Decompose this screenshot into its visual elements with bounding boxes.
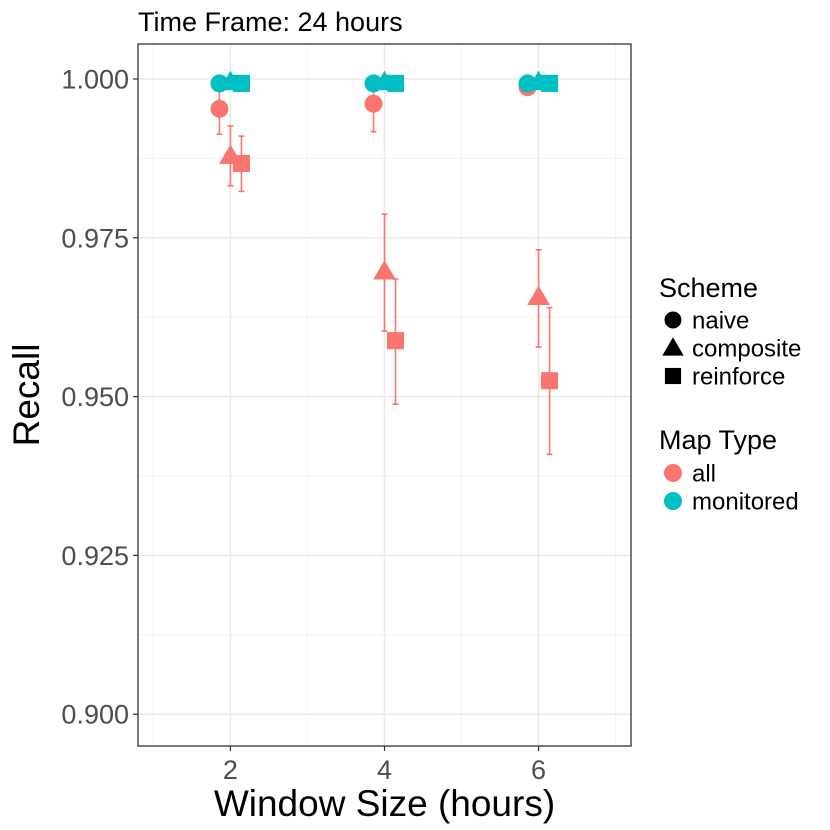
- x-axis: 2 4 6: [223, 746, 546, 785]
- chart-title: Time Frame: 24 hours: [138, 7, 403, 37]
- legend-label-naive: naive: [692, 308, 749, 335]
- y-axis: 0.900 0.925 0.950 0.975 1.000: [61, 64, 138, 730]
- legend-label-reinforce: reinforce: [692, 364, 785, 391]
- legend-label-composite: composite: [692, 336, 801, 363]
- data-point-monitored-reinforce: [386, 74, 405, 92]
- legend-label-monitored: monitored: [692, 489, 799, 516]
- y-axis-title: Recall: [6, 344, 47, 447]
- legend-map-type-title: Map Type: [659, 425, 777, 455]
- y-tick-label: 0.925: [61, 541, 129, 571]
- y-tick-label: 0.900: [61, 700, 129, 730]
- data-point-all-composite: [373, 260, 396, 280]
- y-tick-label: 1.000: [61, 64, 129, 94]
- data-point-all-reinforce: [386, 332, 405, 350]
- y-tick-label: 0.975: [61, 223, 129, 253]
- x-axis-title: Window Size (hours): [214, 783, 555, 824]
- legend-key-all: [664, 464, 682, 482]
- plot-panel: [137, 43, 632, 747]
- legend-key-naive: [664, 311, 682, 329]
- x-tick-label: 6: [531, 755, 546, 785]
- data-point-all-reinforce: [232, 154, 250, 172]
- x-tick-label: 2: [223, 755, 238, 785]
- data-point-monitored-reinforce: [541, 74, 559, 92]
- data-point-monitored-reinforce: [232, 74, 250, 92]
- data-point-all-naive: [364, 94, 383, 113]
- legend-key-monitored: [664, 492, 682, 510]
- legend-scheme-title: Scheme: [659, 273, 758, 303]
- data-point-all-naive: [210, 99, 229, 118]
- legend-key-composite: [662, 337, 684, 356]
- data-points: [210, 70, 559, 390]
- data-point-all-composite: [527, 285, 550, 305]
- data-point-all-reinforce: [541, 372, 559, 390]
- x-tick-label: 4: [377, 755, 392, 785]
- y-tick-label: 0.950: [61, 382, 129, 412]
- legend-label-all: all: [692, 461, 716, 488]
- legend-key-reinforce: [664, 367, 682, 385]
